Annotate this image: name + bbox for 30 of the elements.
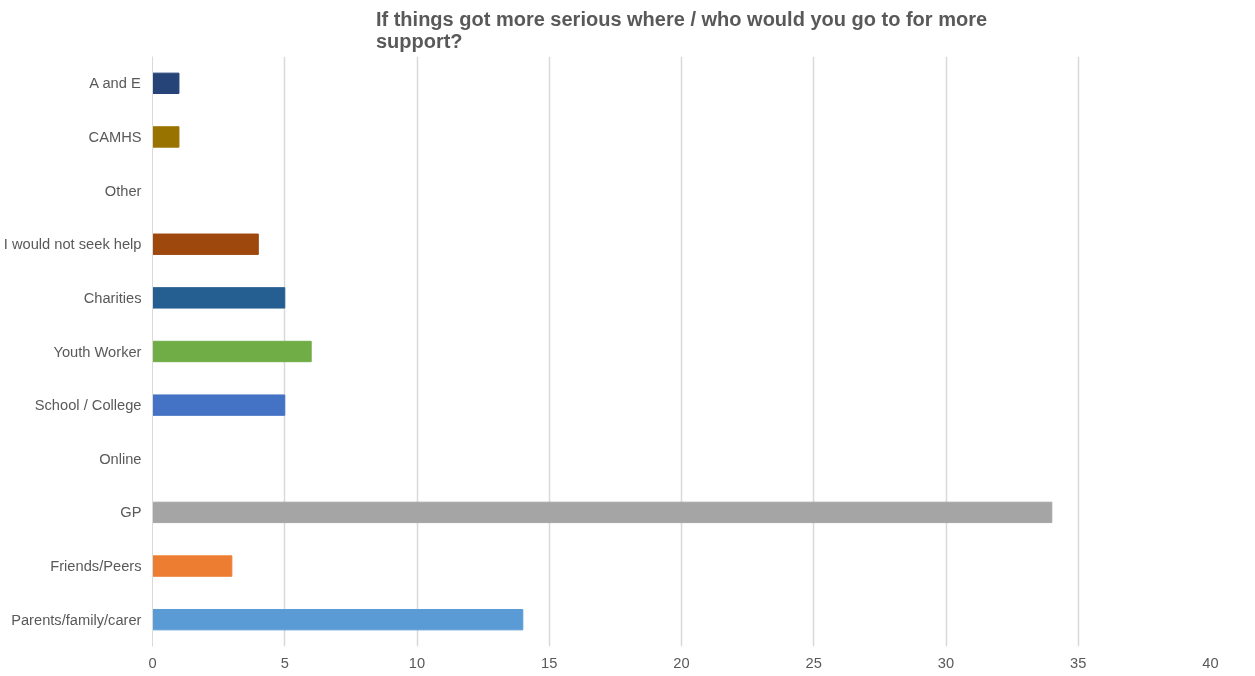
y-tick-label: A and E: [89, 75, 141, 92]
x-tick-label: 0: [148, 654, 157, 671]
bar: [152, 608, 524, 631]
bar: [152, 394, 286, 416]
bar: [152, 287, 286, 309]
x-tick-label: 40: [1202, 654, 1219, 671]
x-tick-label: 5: [280, 654, 289, 671]
y-tick-label: GP: [120, 504, 142, 521]
x-tick-label: 20: [673, 654, 690, 671]
bar: [152, 501, 1053, 524]
y-tick-label: Parents/family/carer: [11, 611, 142, 628]
x-tick-label: 10: [408, 654, 426, 671]
chart-title: If things got more serious where / who would you go to for more support?: [375, 7, 988, 52]
x-tick-label: 25: [805, 654, 822, 671]
y-tick-label: Friends/Peers: [50, 558, 142, 575]
bar: [152, 233, 259, 255]
x-tick-label: 35: [1070, 654, 1087, 671]
y-tick-label: Charities: [83, 289, 142, 306]
bar: [152, 72, 180, 95]
y-tick-label: I would not seek help: [3, 236, 142, 253]
y-tick-label: CAMHS: [88, 128, 142, 145]
bar: [152, 555, 233, 577]
y-tick-label: Other: [104, 182, 142, 199]
y-tick-label: School / College: [34, 397, 142, 414]
bar: [152, 340, 312, 363]
x-tick-label: 15: [541, 654, 558, 671]
y-tick-label: Youth Worker: [53, 343, 142, 360]
x-tick-label: 30: [937, 654, 955, 671]
bar: [152, 126, 180, 148]
y-tick-label: Online: [99, 450, 142, 467]
